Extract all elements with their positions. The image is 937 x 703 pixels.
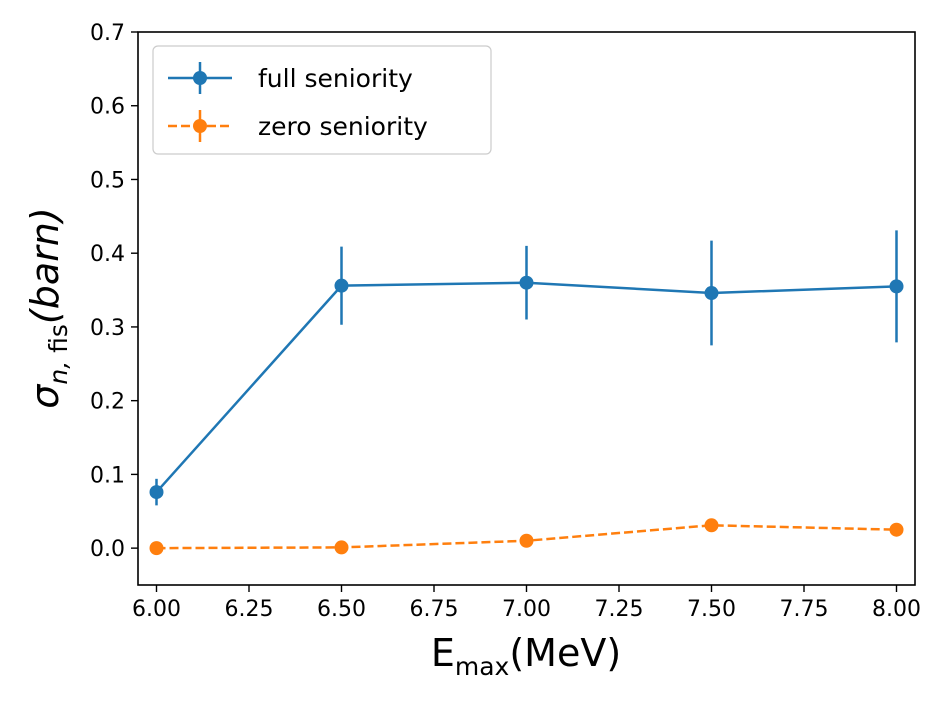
series-layer <box>149 230 904 556</box>
x-tick-label: 6.25 <box>225 597 274 622</box>
data-point-zero-seniority <box>149 541 164 556</box>
data-point-full-seniority <box>704 286 719 301</box>
x-axis-title-main: E <box>431 631 455 675</box>
plot-frame <box>137 31 916 586</box>
legend-marker-full-seniority <box>193 71 207 85</box>
legend-entry-full-seniority: full seniority <box>168 62 413 94</box>
x-tick-label: 8.00 <box>872 597 921 622</box>
y-tick-label: 0.7 <box>90 21 125 46</box>
x-tick-label: 6.75 <box>410 597 459 622</box>
y-tick-label: 0.2 <box>90 390 125 415</box>
legend-entry-zero-seniority: zero seniority <box>168 110 428 142</box>
data-point-full-seniority <box>334 278 349 293</box>
legend-label-zero-seniority: zero seniority <box>258 112 428 141</box>
y-axis-title-sub-fis: fis <box>44 324 73 353</box>
legend: full seniority zero seniority <box>152 45 492 155</box>
y-tick-label: 0.4 <box>90 242 125 267</box>
data-point-zero-seniority <box>889 522 904 537</box>
x-tick-label: 7.50 <box>687 597 736 622</box>
data-point-zero-seniority <box>334 540 349 555</box>
y-tick-label: 0.3 <box>90 316 125 341</box>
data-point-zero-seniority <box>519 533 534 548</box>
y-axis-title: σn, fis(barn) <box>23 207 73 408</box>
legend-frame <box>152 45 492 155</box>
x-tick-label: 7.75 <box>780 597 829 622</box>
x-axis-title-rest: (MeV) <box>509 631 621 675</box>
x-axis-title-sub: max <box>455 652 509 681</box>
x-axis-title: Emax(MeV) <box>431 631 621 681</box>
y-axis-title-sub-sep: , <box>44 353 73 369</box>
data-point-full-seniority <box>889 279 904 294</box>
y-axis-title-sigma: σ <box>23 383 67 409</box>
axes-layer: 6.00 6.25 6.50 6.75 7.00 7.25 7.50 7.75 8.00 0.0 0… <box>90 21 921 622</box>
series-zero-seniority <box>149 518 904 556</box>
x-tick-label: 7.25 <box>595 597 644 622</box>
series-full-seniority <box>149 230 904 506</box>
y-tick-label: 0.6 <box>90 95 125 120</box>
data-point-full-seniority <box>519 275 534 290</box>
legend-label-full-seniority: full seniority <box>258 64 413 93</box>
y-axis-title-sub-n: n <box>44 369 73 385</box>
y-tick-label: 0.1 <box>90 463 125 488</box>
x-tick-label: 6.50 <box>317 597 366 622</box>
data-point-zero-seniority <box>704 518 719 533</box>
x-tick-label: 7.00 <box>502 597 551 622</box>
x-tick-label: 6.00 <box>132 597 181 622</box>
y-tick-label: 0.0 <box>90 537 125 562</box>
data-point-full-seniority <box>149 485 164 500</box>
legend-marker-zero-seniority <box>193 119 207 133</box>
y-axis-title-rest: (barn) <box>23 207 67 324</box>
y-tick-label: 0.5 <box>90 168 125 193</box>
